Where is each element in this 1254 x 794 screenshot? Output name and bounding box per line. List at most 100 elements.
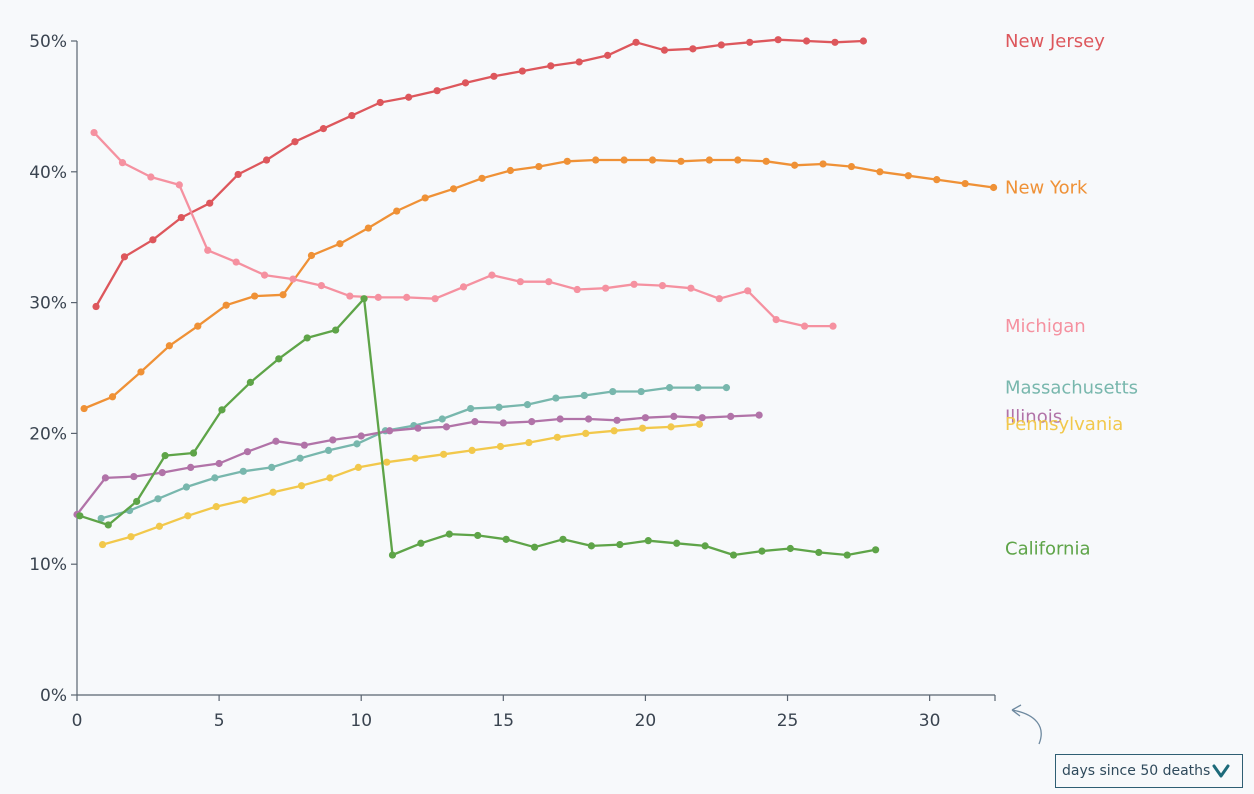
data-point[interactable] [660,46,669,54]
data-point[interactable] [212,503,220,511]
data-point[interactable] [101,474,110,482]
data-point[interactable] [556,415,564,423]
data-point[interactable] [665,384,674,392]
data-point[interactable] [670,412,678,420]
data-point[interactable] [76,512,84,520]
data-point[interactable] [528,418,536,426]
data-point[interactable] [553,433,561,441]
data-point[interactable] [177,213,185,222]
data-point[interactable] [641,414,650,422]
data-point[interactable] [467,404,475,413]
data-point[interactable] [496,442,505,451]
data-point[interactable] [346,292,354,300]
data-point[interactable] [289,275,297,283]
data-point[interactable] [251,292,259,300]
data-point[interactable] [246,378,254,386]
data-point[interactable] [715,295,723,303]
data-point[interactable] [319,125,328,133]
data-point[interactable] [155,522,164,530]
data-point[interactable] [108,393,117,401]
data-point[interactable] [442,423,451,431]
data-point[interactable] [791,161,799,169]
data-point[interactable] [961,179,969,188]
data-point[interactable] [189,449,198,457]
data-point[interactable] [471,418,479,426]
data-point[interactable] [582,429,590,437]
data-point[interactable] [506,166,515,175]
data-point[interactable] [120,253,129,261]
data-point[interactable] [268,463,276,472]
data-point[interactable] [687,284,695,292]
data-point[interactable] [800,322,809,330]
data-point[interactable] [357,432,365,440]
data-point[interactable] [184,512,192,520]
data-point[interactable] [234,170,242,179]
data-point[interactable] [329,436,337,444]
data-point[interactable] [218,406,226,414]
data-point[interactable] [644,537,652,545]
data-point[interactable] [206,199,214,207]
data-point[interactable] [300,441,308,449]
data-point[interactable] [689,45,697,53]
data-point[interactable] [610,427,618,435]
data-point[interactable] [161,452,169,460]
data-point[interactable] [734,156,742,164]
data-point[interactable] [859,37,868,45]
data-point[interactable] [269,488,277,496]
data-point[interactable] [438,415,446,423]
data-point[interactable] [584,415,593,423]
data-point[interactable] [474,531,482,540]
data-point[interactable] [933,176,941,184]
data-point[interactable] [158,469,166,477]
data-point[interactable] [386,427,394,435]
data-point[interactable] [613,416,621,424]
data-point[interactable] [307,251,316,260]
data-point[interactable] [535,162,543,171]
data-point[interactable] [118,159,127,167]
data-point[interactable] [573,285,581,294]
data-point[interactable] [326,474,334,482]
data-point[interactable] [502,535,510,543]
data-point[interactable] [755,411,763,419]
data-point[interactable] [495,403,503,411]
data-point[interactable] [630,280,638,288]
data-point[interactable] [677,157,685,165]
data-point[interactable] [819,160,827,168]
data-point[interactable] [786,544,794,553]
data-point[interactable] [211,474,219,482]
data-point[interactable] [104,521,112,529]
data-point[interactable] [525,438,533,447]
data-point[interactable] [592,156,600,164]
data-point[interactable] [516,278,524,286]
data-point[interactable] [563,157,571,165]
data-point[interactable] [127,533,135,541]
data-point[interactable] [523,401,532,409]
data-point[interactable] [658,281,667,290]
data-point[interactable] [648,156,657,164]
data-point[interactable] [632,38,640,46]
data-point[interactable] [559,535,567,543]
data-point[interactable] [876,168,884,176]
data-point[interactable] [421,194,429,202]
data-point[interactable] [637,387,645,396]
data-point[interactable] [332,326,340,334]
data-point[interactable] [459,283,468,291]
data-point[interactable] [383,458,391,466]
data-point[interactable] [431,295,439,303]
data-point[interactable] [722,384,731,392]
data-point[interactable] [137,368,145,376]
data-point[interactable] [262,156,271,164]
data-point[interactable] [405,93,413,101]
data-point[interactable] [353,440,361,448]
data-point[interactable] [758,547,766,555]
data-point[interactable] [98,540,107,549]
data-point[interactable] [575,58,583,66]
data-point[interactable] [499,419,507,427]
data-point[interactable] [90,128,98,137]
data-point[interactable] [478,174,486,182]
data-point[interactable] [717,41,725,49]
data-point[interactable] [291,138,299,146]
data-point[interactable] [744,287,752,295]
data-point[interactable] [604,51,612,59]
data-point[interactable] [701,542,709,550]
